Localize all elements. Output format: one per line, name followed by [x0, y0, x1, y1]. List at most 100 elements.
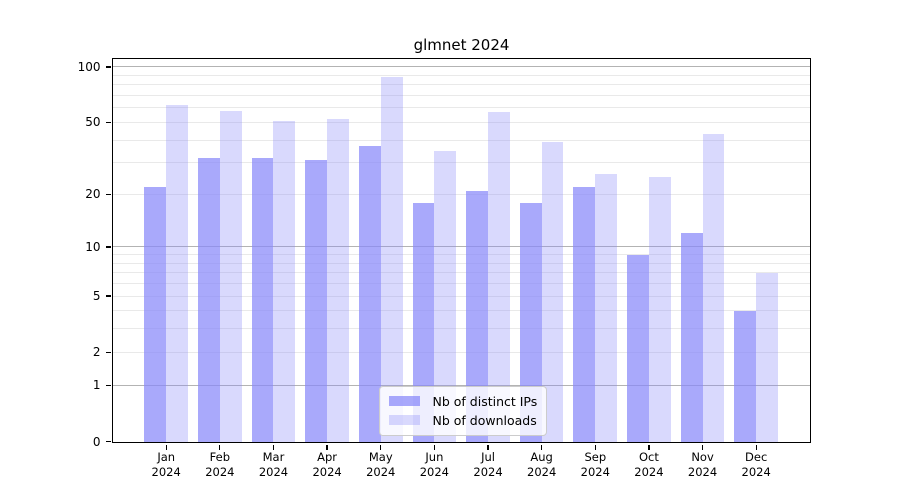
- gridline-minor-80: [112, 84, 810, 86]
- legend-label-downloads: Nb of downloads: [432, 412, 537, 428]
- y-tick-mark-100: [105, 66, 111, 68]
- y-tick-mark-1: [105, 384, 111, 386]
- gridline-major-1: [112, 384, 810, 386]
- gridline-minor-6: [112, 283, 810, 285]
- bar-nb-of-downloads-sep-2024: [595, 173, 618, 442]
- gridline-minor-9: [112, 254, 810, 256]
- bar-nb-of-downloads-dec-2024: [756, 272, 778, 442]
- x-tick-label-line: 2024: [312, 464, 342, 479]
- y-tick-mark-50: [105, 121, 111, 124]
- bar-nb-of-distinct-ips-sep-2024: [573, 187, 596, 442]
- x-tick-label-jul-2024: Jul 2024: [473, 450, 502, 480]
- y-tick-mark-10: [105, 246, 111, 248]
- y-tick-label-2: 2: [92, 345, 101, 360]
- gridline-minor-7: [112, 272, 810, 274]
- bar-nb-of-distinct-ips-oct-2024: [627, 254, 649, 442]
- x-tick-label-line: 2024: [527, 464, 557, 479]
- y-tick-label-0: 0: [92, 434, 101, 449]
- legend-item-downloads: Nb of downloads: [388, 412, 538, 428]
- y-tick-label-50: 50: [85, 115, 101, 130]
- x-tick-mark-oct-2024: [648, 444, 650, 450]
- x-tick-label-line: 2024: [473, 464, 503, 479]
- bar-nb-of-downloads-aug-2024: [541, 142, 564, 442]
- x-tick-mark-apr-2024: [326, 444, 328, 450]
- x-tick-label-line: 2024: [419, 464, 450, 479]
- bar-nb-of-downloads-nov-2024: [702, 134, 725, 442]
- bar-nb-of-downloads-jan-2024: [166, 105, 188, 442]
- gridline-minor-50: [112, 121, 810, 123]
- x-tick-mark-sep-2024: [594, 444, 596, 450]
- gridline-minor-90: [112, 74, 810, 76]
- bar-nb-of-distinct-ips-nov-2024: [680, 233, 703, 442]
- gridline-minor-60: [112, 107, 810, 109]
- x-tick-mark-jun-2024: [433, 444, 436, 450]
- gridline-minor-30: [112, 162, 810, 164]
- x-tick-label-jan-2024: Jan 2024: [152, 450, 181, 480]
- x-tick-label-oct-2024: Oct 2024: [634, 450, 663, 480]
- x-tick-mark-jul-2024: [487, 444, 489, 450]
- x-tick-label-may-2024: May 2024: [366, 450, 395, 480]
- bar-nb-of-downloads-feb-2024: [219, 110, 242, 442]
- x-tick-label-line: 2024: [205, 464, 235, 479]
- plot-area: Nb of distinct IPs Nb of downloads 100 50…: [78, 57, 811, 479]
- x-tick-label-line: 2024: [151, 464, 181, 479]
- bar-nb-of-distinct-ips-jul-2024: [466, 190, 488, 442]
- x-tick-label-dec-2024: Dec 2024: [742, 450, 771, 480]
- y-tick-label-10: 10: [85, 239, 101, 254]
- x-tick-label-line: Sep: [584, 449, 607, 464]
- gridline-minor-40: [112, 139, 810, 141]
- bar-nb-of-downloads-jul-2024: [488, 111, 510, 442]
- x-tick-label-line: Mar: [262, 449, 285, 464]
- x-tick-label-mar-2024: Mar 2024: [259, 450, 288, 480]
- gridline-minor-2: [112, 351, 810, 353]
- bar-nb-of-downloads-may-2024: [380, 77, 403, 442]
- x-tick-mark-dec-2024: [755, 444, 757, 450]
- bar-nb-of-downloads-apr-2024: [327, 119, 349, 442]
- y-tick-label-5: 5: [92, 289, 101, 304]
- gridline-minor-8: [112, 262, 810, 264]
- gridline-minor-70: [112, 95, 810, 96]
- x-tick-label-nov-2024: Nov 2024: [688, 450, 717, 480]
- bar-nb-of-distinct-ips-apr-2024: [305, 160, 328, 442]
- y-tick-mark-5: [105, 295, 111, 297]
- y-tick-label-100: 100: [77, 59, 101, 74]
- y-tick-mark-0: [105, 440, 111, 443]
- gridline-minor-4: [112, 310, 810, 312]
- x-tick-label-line: 2024: [634, 464, 664, 479]
- chart-title: glmnet 2024: [413, 36, 510, 54]
- gridline-minor-5: [112, 295, 810, 297]
- x-tick-label-line: 2024: [687, 464, 718, 479]
- bar-nb-of-downloads-jun-2024: [434, 150, 457, 442]
- gridline-minor-3: [112, 328, 810, 330]
- x-tick-label-line: 2024: [258, 464, 289, 479]
- x-tick-label-apr-2024: Apr 2024: [312, 450, 341, 480]
- x-tick-label-line: Aug: [530, 449, 553, 464]
- bar-nb-of-distinct-ips-feb-2024: [198, 157, 220, 442]
- x-tick-mark-jan-2024: [165, 444, 167, 450]
- x-tick-mark-nov-2024: [701, 444, 704, 450]
- y-tick-label-1: 1: [92, 378, 101, 393]
- bar-nb-of-distinct-ips-dec-2024: [734, 310, 757, 442]
- gridline-major-10: [112, 246, 810, 248]
- bar-nb-of-downloads-oct-2024: [648, 177, 671, 442]
- x-tick-label-sep-2024: Sep 2024: [581, 450, 610, 480]
- legend: Nb of distinct IPs Nb of downloads: [378, 385, 548, 436]
- x-tick-label-line: 2024: [741, 464, 771, 479]
- legend-item-distinct-ips: Nb of distinct IPs: [388, 393, 538, 409]
- legend-label-distinct-ips: Nb of distinct IPs: [432, 393, 538, 409]
- x-tick-mark-feb-2024: [219, 444, 221, 450]
- x-tick-mark-aug-2024: [541, 444, 543, 450]
- gridline-minor-20: [112, 193, 810, 195]
- x-tick-label-aug-2024: Aug 2024: [527, 450, 556, 480]
- gridline-major-100: [112, 66, 810, 68]
- x-tick-mark-may-2024: [380, 444, 382, 450]
- bar-nb-of-distinct-ips-may-2024: [358, 146, 381, 442]
- y-tick-mark-20: [105, 193, 111, 196]
- bar-nb-of-downloads-mar-2024: [273, 120, 296, 442]
- x-tick-label-line: Nov: [691, 449, 714, 464]
- bar-nb-of-distinct-ips-jun-2024: [412, 202, 435, 442]
- x-tick-label-line: Dec: [745, 449, 768, 464]
- bar-nb-of-distinct-ips-jan-2024: [144, 187, 167, 442]
- x-tick-label-line: Feb: [209, 449, 231, 464]
